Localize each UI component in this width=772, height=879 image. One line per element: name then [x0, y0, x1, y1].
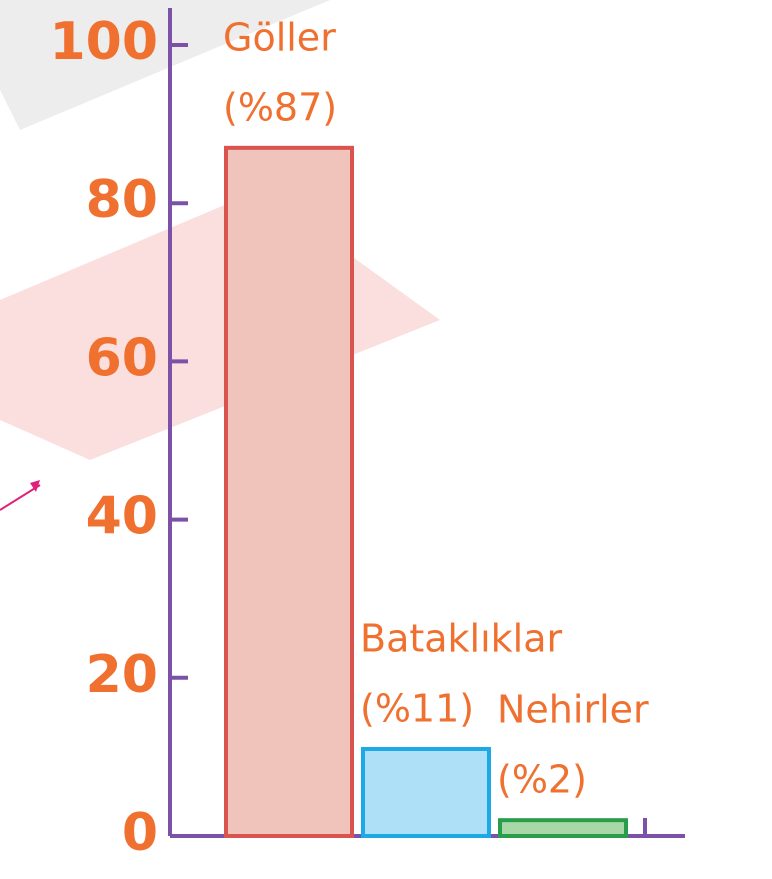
bar: [224, 145, 354, 838]
watermark: [0, 0, 440, 511]
y-tick-label: 80: [86, 170, 158, 230]
y-tick-label: 0: [122, 803, 158, 863]
value-label: (%11): [360, 686, 474, 730]
value-label: (%87): [223, 85, 337, 129]
bar: [498, 818, 628, 838]
y-tick-label: 40: [86, 487, 158, 547]
value-label: (%2): [497, 758, 587, 802]
category-label: Bataklıklar: [360, 616, 563, 660]
category-label: Göller: [223, 15, 336, 59]
y-tick-label: 100: [49, 12, 158, 72]
y-tick-label: 20: [86, 645, 158, 705]
bar: [361, 746, 491, 838]
category-label: Nehirler: [497, 688, 649, 732]
y-tick-label: 60: [86, 328, 158, 388]
